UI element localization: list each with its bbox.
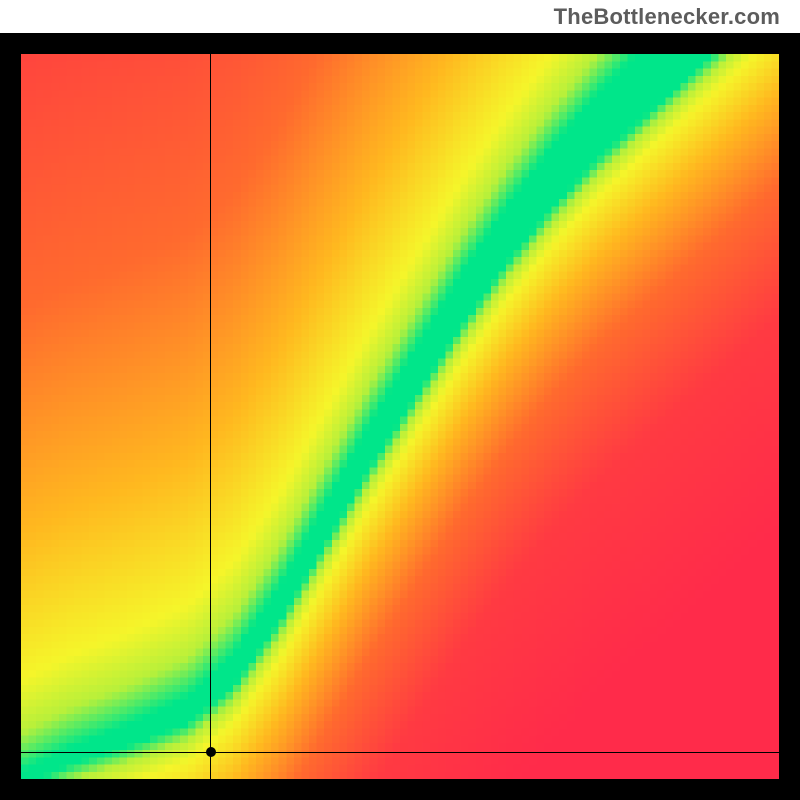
heatmap-canvas — [21, 54, 779, 779]
chart-container: TheBottlenecker.com — [0, 0, 800, 800]
frame-left — [0, 33, 21, 800]
crosshair-horizontal — [21, 752, 779, 753]
frame-top — [0, 33, 800, 54]
crosshair-vertical — [210, 54, 211, 779]
frame-right — [779, 33, 800, 800]
watermark-text: TheBottlenecker.com — [554, 4, 780, 30]
crosshair-marker — [206, 747, 216, 757]
frame-bottom — [0, 779, 800, 800]
plot-area — [21, 54, 779, 779]
